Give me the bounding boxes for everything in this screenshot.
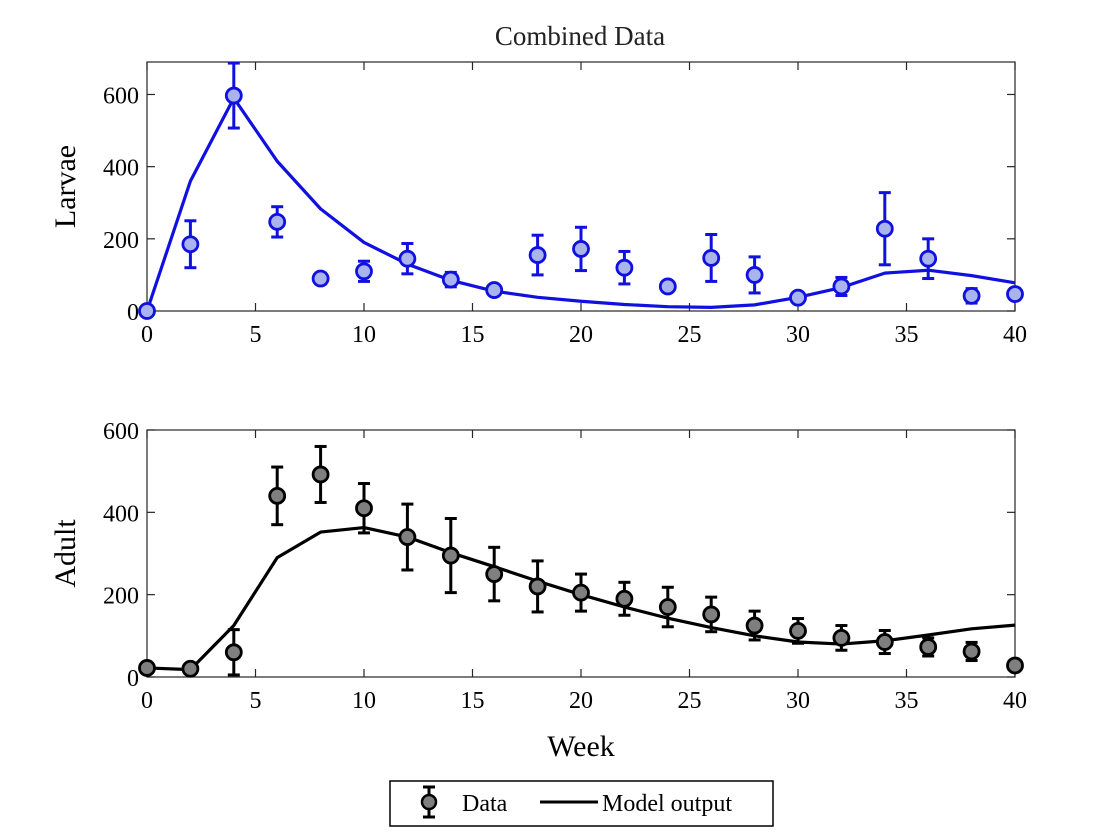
adult-data-point bbox=[1006, 656, 1024, 675]
larvae-xtick-label: 40 bbox=[1003, 322, 1027, 348]
adult-data-point bbox=[832, 628, 851, 647]
adult-data-point bbox=[789, 621, 807, 640]
legend-data-label: Data bbox=[462, 791, 508, 817]
larvae-data-point bbox=[181, 235, 200, 254]
larvae-data-point bbox=[615, 258, 634, 277]
adult-xlabel: Week bbox=[547, 730, 615, 763]
larvae-data-point bbox=[919, 249, 938, 268]
adult-data-point bbox=[919, 638, 938, 656]
adult-xtick-label: 25 bbox=[678, 688, 702, 714]
adult-ytick-label: 400 bbox=[103, 501, 139, 527]
adult-xtick-label: 35 bbox=[895, 688, 919, 714]
adult-xtick-label: 30 bbox=[786, 688, 810, 714]
larvae-data-point bbox=[355, 262, 373, 281]
larvae-data-point bbox=[702, 249, 721, 267]
adult-data-point bbox=[745, 616, 764, 635]
larvae-data-point bbox=[658, 277, 677, 296]
larvae-data-point bbox=[485, 281, 504, 299]
adult-data-point bbox=[485, 565, 504, 583]
larvae-xtick-label: 15 bbox=[461, 322, 485, 348]
larvae-xtick-label: 5 bbox=[250, 322, 262, 348]
legend-data-marker bbox=[420, 785, 438, 819]
larvae-ylabel: Larvae bbox=[49, 145, 82, 228]
larvae-data-point bbox=[1006, 285, 1024, 303]
adult-data-point bbox=[355, 499, 373, 518]
larvae-data-point bbox=[572, 240, 590, 258]
larvae-data-point bbox=[832, 277, 851, 296]
adult-xtick-label: 40 bbox=[1003, 688, 1027, 714]
adult-xtick-label: 20 bbox=[569, 688, 593, 714]
adult-xtick-label: 15 bbox=[461, 688, 485, 714]
adult-data-point bbox=[875, 633, 894, 651]
adult-xtick-label: 5 bbox=[250, 688, 262, 714]
adult-xtick-label: 10 bbox=[352, 688, 376, 714]
adult-data-point bbox=[528, 577, 547, 596]
adult-data-point bbox=[702, 605, 721, 624]
adult-data-point bbox=[268, 486, 287, 505]
adult-ytick-label: 0 bbox=[127, 666, 139, 692]
larvae-xtick-label: 0 bbox=[141, 322, 153, 348]
larvae-ytick-label: 600 bbox=[103, 83, 139, 109]
larvae-data-point bbox=[441, 270, 460, 289]
adult-data-point bbox=[138, 659, 156, 677]
larvae-data-point bbox=[398, 249, 417, 268]
adult-data-point bbox=[398, 528, 417, 546]
adult-data-point bbox=[962, 642, 981, 661]
larvae-xtick-label: 25 bbox=[678, 322, 702, 348]
larvae-ytick-label: 200 bbox=[103, 228, 139, 254]
adult-xtick-label: 0 bbox=[141, 688, 153, 714]
adult-data-point bbox=[658, 598, 677, 616]
adult-data-point bbox=[181, 659, 200, 678]
larvae-ytick-label: 0 bbox=[127, 300, 139, 326]
larvae-data-point bbox=[138, 302, 156, 320]
larvae-data-point bbox=[528, 246, 547, 264]
adult-ytick-label: 200 bbox=[103, 584, 139, 610]
adult-data-point bbox=[615, 589, 634, 608]
larvae-xtick-label: 20 bbox=[569, 322, 593, 348]
larvae-data-point bbox=[224, 86, 243, 105]
larvae-data-point bbox=[789, 288, 807, 307]
larvae-data-point bbox=[962, 286, 981, 305]
figure-title: Combined Data bbox=[495, 21, 665, 51]
adult-data-point bbox=[572, 583, 590, 602]
legend: Data Model output bbox=[389, 780, 774, 827]
adult-data-point bbox=[224, 643, 243, 662]
larvae-xtick-label: 30 bbox=[786, 322, 810, 348]
legend-model-label: Model output bbox=[602, 791, 732, 817]
larvae-ytick-label: 400 bbox=[103, 156, 139, 182]
larvae-model-line bbox=[145, 96, 1016, 312]
larvae-data-point bbox=[311, 269, 330, 288]
larvae-xtick-label: 35 bbox=[895, 322, 919, 348]
larvae-data-point bbox=[875, 219, 894, 238]
adult-ytick-label: 600 bbox=[103, 419, 139, 445]
larvae-data-point bbox=[268, 212, 287, 231]
larvae-data-point bbox=[745, 266, 764, 284]
larvae-xtick-label: 10 bbox=[352, 322, 376, 348]
adult-data-point bbox=[441, 546, 460, 565]
adult-data-point bbox=[311, 465, 330, 484]
adult-ylabel: Adult bbox=[49, 519, 82, 588]
